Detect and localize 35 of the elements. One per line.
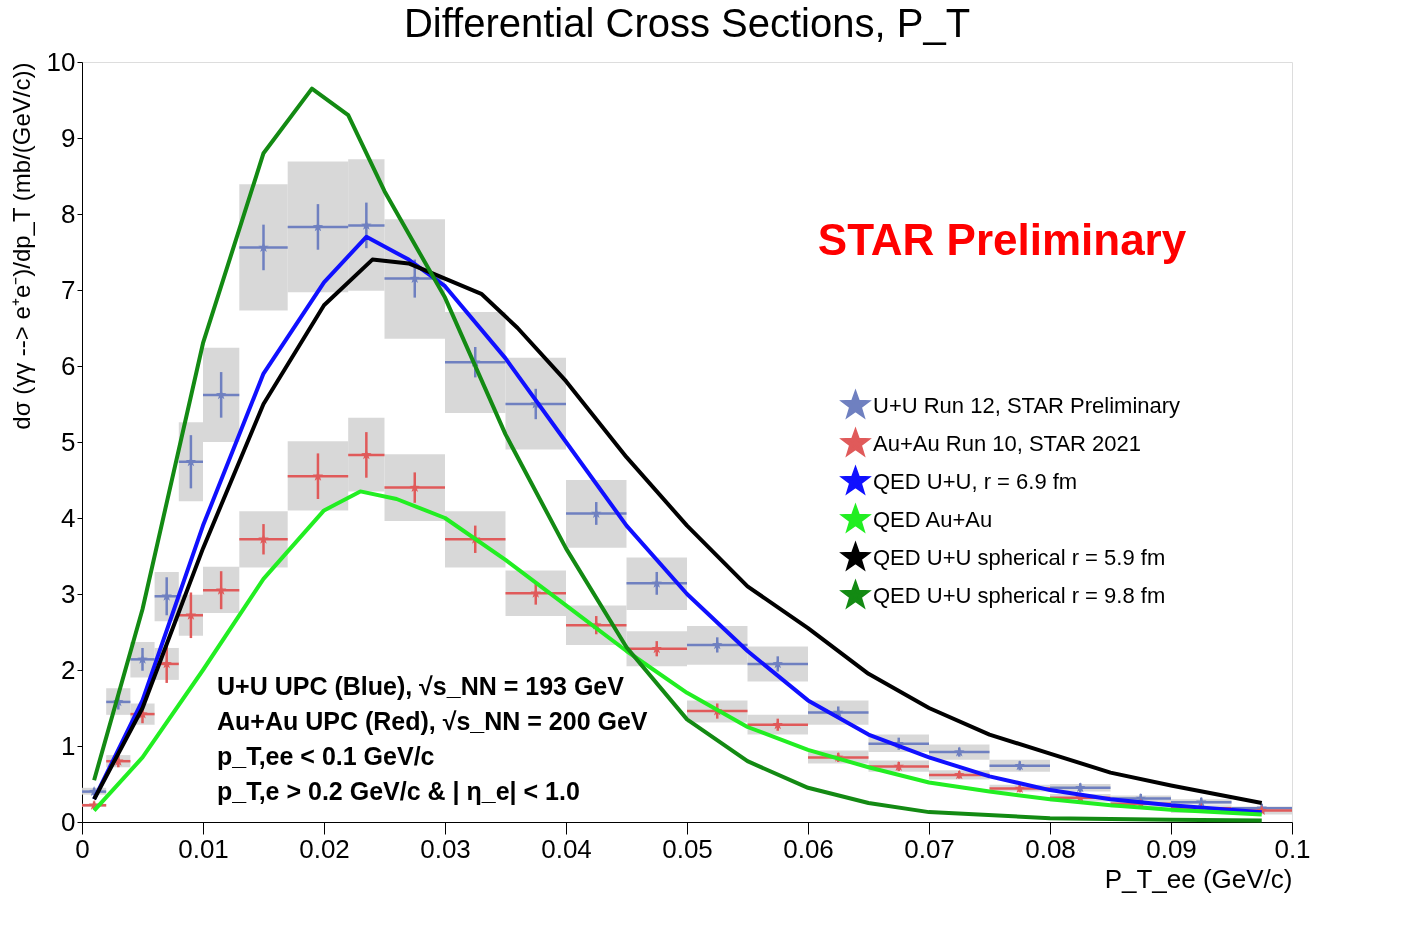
- x-tick-label: 0.08: [1025, 833, 1076, 864]
- legend-label: QED U+U, r = 6.9 fm: [873, 468, 1078, 494]
- y-tick-label: 6: [61, 350, 76, 381]
- x-tick-label: 0.04: [541, 833, 592, 864]
- y-tick-label: 10: [46, 46, 76, 77]
- y-tick-label: 3: [61, 578, 76, 609]
- x-tick-label: 0.07: [904, 833, 955, 864]
- y-tick-label: 8: [61, 198, 76, 229]
- annotation: p_T,e > 0.2 GeV/c & | η_e| < 1.0: [217, 777, 580, 805]
- x-tick-label: 0.05: [662, 833, 713, 864]
- y-tick-label: 7: [61, 274, 76, 305]
- x-tick-label: 0.1: [1274, 833, 1311, 864]
- annotation: Au+Au UPC (Red), √s_NN = 200 GeV: [217, 707, 648, 735]
- x-tick-label: 0.03: [420, 833, 471, 864]
- y-tick-label: 9: [61, 122, 76, 153]
- x-axis-title: P_T_ee (GeV/c): [1104, 863, 1293, 894]
- legend-label: Au+Au Run 10, STAR 2021: [873, 430, 1142, 456]
- y-tick-label: 4: [61, 502, 76, 533]
- y-tick-label: 5: [61, 426, 76, 457]
- chart-title: Differential Cross Sections, P_T: [403, 1, 971, 45]
- annotation: U+U UPC (Blue), √s_NN = 193 GeV: [217, 672, 625, 700]
- x-tick-label: 0.06: [783, 833, 834, 864]
- x-tick-label: 0.01: [178, 833, 229, 864]
- annotation: p_T,ee < 0.1 GeV/c: [217, 742, 435, 770]
- x-tick-label: 0.09: [1146, 833, 1197, 864]
- legend-label: QED Au+Au: [873, 506, 993, 532]
- legend-label: QED U+U spherical r = 5.9 fm: [873, 544, 1166, 570]
- y-tick-label: 1: [61, 730, 76, 761]
- y-tick-label: 0: [61, 806, 76, 837]
- y-axis-title: dσ (γγ --> e⁺e⁻)/dp_T (mb/(GeV/c)): [7, 62, 35, 430]
- x-tick-label: 0.02: [299, 833, 350, 864]
- legend-label: U+U Run 12, STAR Preliminary: [873, 392, 1181, 418]
- legend-label: QED U+U spherical r = 9.8 fm: [873, 582, 1166, 608]
- annotation: STAR Preliminary: [817, 215, 1187, 264]
- y-tick-label: 2: [61, 654, 76, 685]
